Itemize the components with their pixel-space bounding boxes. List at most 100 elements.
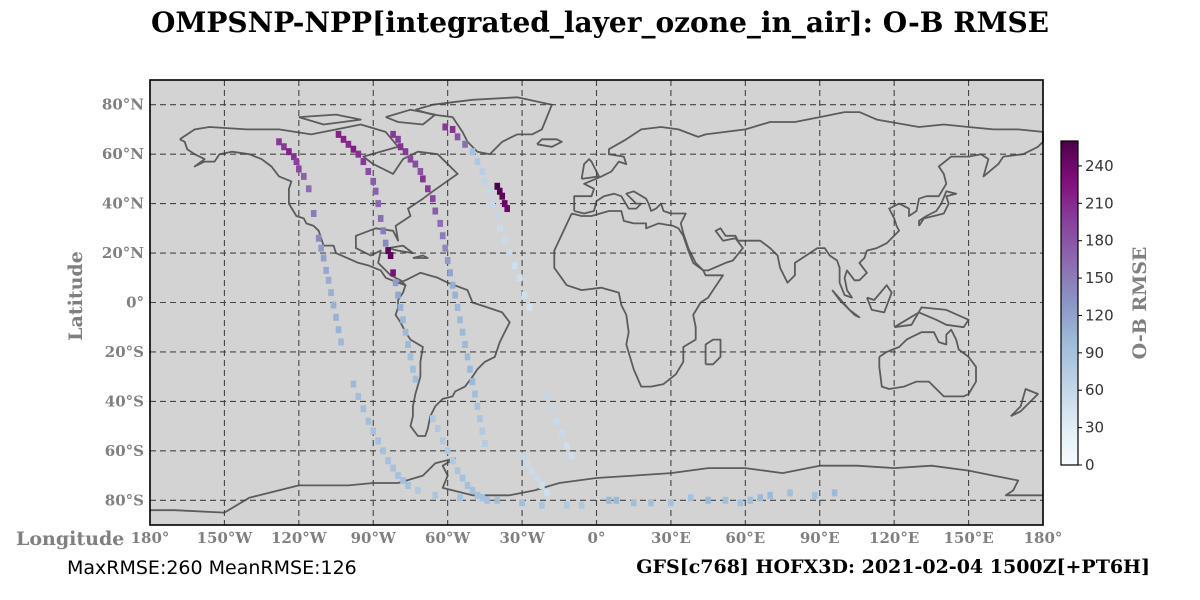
data-point xyxy=(519,452,525,460)
data-point xyxy=(501,237,508,245)
data-point xyxy=(390,130,396,138)
plot-frame xyxy=(149,79,1044,526)
colorbar-tick-label: 150 xyxy=(1085,269,1114,287)
data-point xyxy=(469,148,476,156)
data-point xyxy=(402,148,409,156)
data-point xyxy=(330,301,337,309)
colorbar-tick-label: 210 xyxy=(1085,194,1114,212)
data-point xyxy=(400,316,406,324)
lon-tick-label: 60°E xyxy=(725,529,765,547)
data-point xyxy=(501,200,508,208)
lon-tick-label: 30°W xyxy=(499,529,545,547)
data-point xyxy=(350,145,357,153)
lat-tick-label: 40°N xyxy=(102,195,144,213)
lon-tick-label: 180° xyxy=(1024,529,1063,547)
data-point xyxy=(462,140,468,148)
coastline xyxy=(553,210,724,388)
data-point xyxy=(377,214,384,222)
data-point xyxy=(387,252,394,260)
data-point xyxy=(747,496,754,504)
data-point xyxy=(442,244,448,252)
data-point xyxy=(305,185,312,193)
data-point xyxy=(554,417,560,425)
coastline xyxy=(831,289,861,319)
chart-title: OMPSNP-NPP[integrated_layer_ozone_in_air… xyxy=(150,6,1050,39)
data-point xyxy=(385,247,391,255)
data-point xyxy=(469,486,476,494)
data-point xyxy=(444,256,451,264)
data-point xyxy=(432,207,439,215)
data-point xyxy=(400,477,406,484)
colorbar: 0 30 60 90 120 150 180 210 240 xyxy=(1060,140,1114,474)
data-point xyxy=(444,447,451,455)
data-point xyxy=(687,494,694,502)
data-point xyxy=(496,187,503,195)
data-point xyxy=(722,496,729,504)
data-point xyxy=(380,227,386,235)
observation-points xyxy=(276,123,838,509)
data-point xyxy=(439,232,446,240)
data-point xyxy=(449,125,456,133)
coastline xyxy=(893,306,970,329)
lat-tick-label: 60°N xyxy=(102,145,144,163)
data-point xyxy=(405,341,411,349)
data-point xyxy=(757,494,764,502)
colorbar-gradient xyxy=(1060,140,1079,466)
data-point xyxy=(519,499,525,507)
data-point xyxy=(365,417,372,425)
colorbar-tick-label: 240 xyxy=(1085,157,1114,175)
lon-tick-label: 150°E xyxy=(943,529,993,547)
data-point xyxy=(300,172,307,180)
data-point xyxy=(489,200,496,208)
data-point xyxy=(397,143,404,151)
data-point xyxy=(563,442,570,450)
data-point xyxy=(392,279,399,287)
data-point xyxy=(447,269,453,277)
rmse-stats: MaxRMSE:260 MeanRMSE:126 xyxy=(67,557,357,579)
colorbar-tick-label: 60 xyxy=(1085,381,1104,399)
data-point xyxy=(286,148,292,156)
data-point xyxy=(477,415,483,423)
colorbar-tick-label: 180 xyxy=(1085,232,1114,250)
data-point xyxy=(449,457,456,465)
lat-tick-label: 20°N xyxy=(102,244,144,262)
data-point xyxy=(429,415,436,423)
data-point xyxy=(457,316,463,324)
data-point xyxy=(521,291,528,299)
data-point xyxy=(412,375,419,383)
data-point xyxy=(417,167,424,175)
lat-tick-label: 40°S xyxy=(105,392,144,410)
data-point xyxy=(811,491,818,499)
lon-tick-label: 0° xyxy=(588,529,606,547)
data-point xyxy=(767,491,773,499)
data-point xyxy=(320,254,327,262)
data-point xyxy=(464,353,471,361)
data-point xyxy=(454,467,461,475)
data-point xyxy=(335,130,342,138)
data-point xyxy=(467,365,473,373)
colorbar-tick-label: 30 xyxy=(1085,419,1104,437)
data-point xyxy=(390,269,396,277)
data-point xyxy=(395,135,401,143)
data-point xyxy=(382,239,389,247)
data-point xyxy=(668,499,674,507)
colorbar-tick-label: 90 xyxy=(1085,344,1104,362)
lat-tick-label: 60°S xyxy=(105,442,144,460)
data-point xyxy=(380,447,386,455)
data-point xyxy=(529,467,535,475)
data-point xyxy=(459,474,466,482)
data-point xyxy=(328,289,334,297)
data-point xyxy=(482,439,488,447)
data-point xyxy=(474,491,481,499)
data-point xyxy=(405,481,411,489)
data-point xyxy=(296,165,302,173)
data-point xyxy=(482,177,488,185)
data-point xyxy=(544,392,550,400)
data-point xyxy=(563,501,570,509)
coastline xyxy=(536,138,563,148)
lon-tick-label: 60°W xyxy=(425,529,471,547)
data-point xyxy=(787,489,793,497)
data-point xyxy=(412,160,419,168)
data-point xyxy=(494,182,501,190)
data-point xyxy=(457,494,463,502)
